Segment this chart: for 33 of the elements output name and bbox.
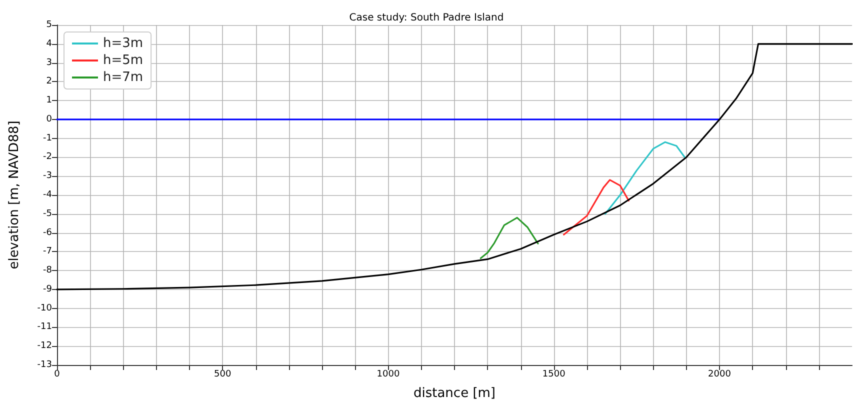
- x-tick-label: 2000: [708, 370, 732, 380]
- y-tick-label: 0: [46, 114, 52, 124]
- y-tick-label: -8: [43, 266, 52, 276]
- chart-title: Case study: South Padre Island: [349, 12, 504, 24]
- y-tick-label: -7: [43, 246, 52, 257]
- x-axis-title: distance [m]: [413, 386, 496, 401]
- y-tick-label: -10: [37, 303, 52, 314]
- line-series: [563, 179, 630, 236]
- y-tick-label: 3: [46, 58, 52, 68]
- y-tick-label: -5: [43, 208, 52, 219]
- y-tick-label: -2: [43, 152, 52, 162]
- y-tick-label: 1: [46, 96, 52, 106]
- y-tick-label: 5: [46, 20, 52, 30]
- y-tick-label: 4: [46, 38, 52, 49]
- legend-label: h=5m: [103, 53, 144, 68]
- line-series: [480, 216, 539, 260]
- x-tick-label: 1000: [376, 370, 400, 380]
- x-tick-label: 0: [54, 370, 60, 380]
- y-tick-label: -4: [43, 190, 52, 200]
- legend-label: h=3m: [103, 36, 144, 51]
- x-tick-label: 500: [214, 370, 232, 380]
- y-axis-title: elevation [m, NAVD88]: [7, 120, 22, 270]
- x-tick-label: 1500: [542, 370, 566, 380]
- y-tick-label: -11: [37, 322, 52, 332]
- y-tick-label: 2: [46, 76, 52, 87]
- y-tick-label: -6: [43, 228, 52, 238]
- y-tick-label: -9: [43, 284, 52, 294]
- y-tick-label: -3: [43, 171, 52, 182]
- y-tick-label: -13: [37, 360, 52, 370]
- legend-label: h=7m: [103, 70, 144, 85]
- y-tick-label: -1: [43, 133, 52, 144]
- y-tick-label: -12: [37, 341, 52, 352]
- line-series: [604, 141, 686, 215]
